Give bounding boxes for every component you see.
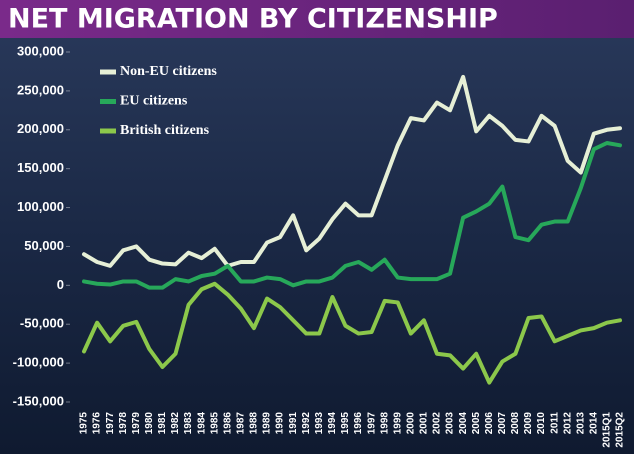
x-tick-label: 2015Q1 — [602, 412, 613, 448]
x-tick-label: 2013 — [575, 412, 586, 435]
legend-label: Non-EU citizens — [120, 64, 217, 79]
x-tick-label: 1983 — [183, 412, 194, 435]
x-tick-label: 1994 — [327, 412, 338, 435]
x-tick-label: 1991 — [288, 412, 299, 435]
x-tick-label: 1995 — [340, 412, 351, 435]
legend-label: British citizens — [120, 123, 210, 138]
x-tick-label: 1985 — [209, 412, 220, 435]
x-tick-label: 2012 — [562, 412, 573, 435]
y-tick-label: 50,000 — [24, 238, 64, 253]
title-banner — [0, 0, 634, 38]
legend-label: EU citizens — [120, 94, 188, 109]
y-tick-label: 200,000 — [17, 121, 64, 136]
y-tick-label: -150,000 — [13, 393, 64, 408]
x-tick-label: 1998 — [379, 412, 390, 435]
x-tick-label: 1996 — [353, 412, 364, 435]
x-tick-label: 1993 — [314, 412, 325, 435]
x-tick-label: 1982 — [170, 412, 181, 435]
chart-title: NET MIGRATION BY CITIZENSHIP — [8, 4, 498, 35]
x-tick-label: 1987 — [236, 412, 247, 435]
x-tick-label: 1990 — [275, 412, 286, 435]
x-tick-label: 2004 — [458, 412, 469, 435]
series-line — [82, 141, 622, 290]
x-tick-label: 1980 — [144, 412, 155, 435]
series-line — [82, 74, 622, 268]
x-tick-label: 2003 — [445, 412, 456, 435]
x-tick-label: 2001 — [419, 412, 430, 435]
x-tick-label: 2008 — [510, 412, 521, 435]
x-tick-label: 1988 — [249, 412, 260, 435]
x-tick-label: 1975 — [79, 412, 90, 435]
x-tick-label: 2007 — [497, 412, 508, 435]
plot: -150,000 -100,000 -50,000 0 50,000 100,000 150… — [13, 43, 626, 447]
x-tick-label: 1976 — [92, 412, 103, 435]
x-tick-label: 1984 — [196, 412, 207, 435]
x-tick-label: 2006 — [484, 412, 495, 435]
x-tick-label: 1978 — [118, 412, 129, 435]
x-tick-label: 1989 — [262, 412, 273, 435]
x-tick-label: 2009 — [523, 412, 534, 435]
x-tick-label: 2011 — [549, 412, 560, 434]
x-tick-label: 2002 — [432, 412, 443, 435]
x-tick-label: 2000 — [405, 412, 416, 435]
x-tick-label: 1979 — [131, 412, 142, 435]
x-tick-label: 2005 — [471, 412, 482, 435]
y-tick-label: 150,000 — [17, 160, 64, 175]
x-tick-label: 1997 — [366, 412, 377, 435]
x-tick-label: 1981 — [157, 412, 168, 435]
x-tick-label: 1999 — [392, 412, 403, 435]
series-line — [82, 281, 622, 385]
x-tick-label: 2010 — [536, 412, 547, 435]
x-tick-label: 1977 — [105, 412, 116, 435]
y-tick-label: -100,000 — [13, 355, 64, 370]
x-tick-label: 1992 — [301, 412, 312, 435]
y-tick-label: 100,000 — [17, 199, 64, 214]
y-tick-label: 250,000 — [17, 82, 64, 97]
y-tick-label: 0 — [57, 277, 64, 292]
x-tick-label: 2014 — [588, 412, 599, 435]
x-tick-label: 2015Q2 — [615, 412, 626, 448]
x-tick-label: 1986 — [222, 412, 233, 435]
y-tick-label: -50,000 — [20, 316, 64, 331]
y-tick-label: 300,000 — [17, 43, 64, 58]
